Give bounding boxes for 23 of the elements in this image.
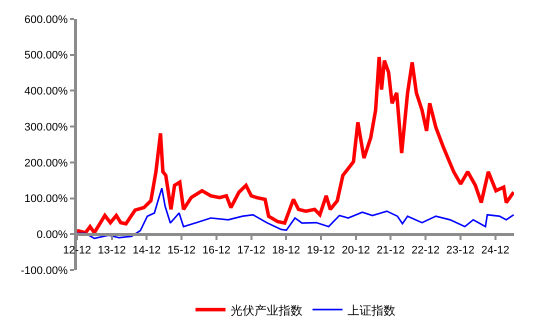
- x-tick-label: 22-12: [411, 244, 440, 256]
- x-tick-label: 16-12: [202, 244, 230, 256]
- legend-label: 上证指数: [348, 303, 396, 318]
- x-tick-label: 14-12: [132, 244, 161, 256]
- x-tick-label: 15-12: [167, 244, 196, 256]
- y-tick-label: 500.00%: [24, 50, 68, 62]
- x-tick-label: 23-12: [446, 244, 474, 256]
- x-tick-label: 21-12: [376, 244, 405, 256]
- x-tick-label: 19-12: [306, 244, 335, 256]
- y-tick-label: 600.00%: [24, 14, 68, 26]
- y-tick-label: 100.00%: [24, 193, 68, 206]
- legend-label: 光伏产业指数: [230, 303, 302, 318]
- y-tick-label: 0.00%: [36, 228, 68, 241]
- y-tick-label: 200.00%: [24, 157, 68, 170]
- x-tick-label: 13-12: [98, 244, 126, 256]
- x-tick-label: 17-12: [237, 244, 266, 256]
- x-tick-label: 20-12: [342, 244, 370, 256]
- x-tick-label: 24-12: [481, 244, 510, 256]
- y-tick-label: 400.00%: [24, 86, 68, 98]
- y-tick-label: -100.00%: [20, 264, 68, 277]
- x-tick-label: 12-12: [62, 244, 92, 256]
- x-tick-label: 18-12: [272, 244, 300, 256]
- y-tick-label: 300.00%: [24, 121, 68, 134]
